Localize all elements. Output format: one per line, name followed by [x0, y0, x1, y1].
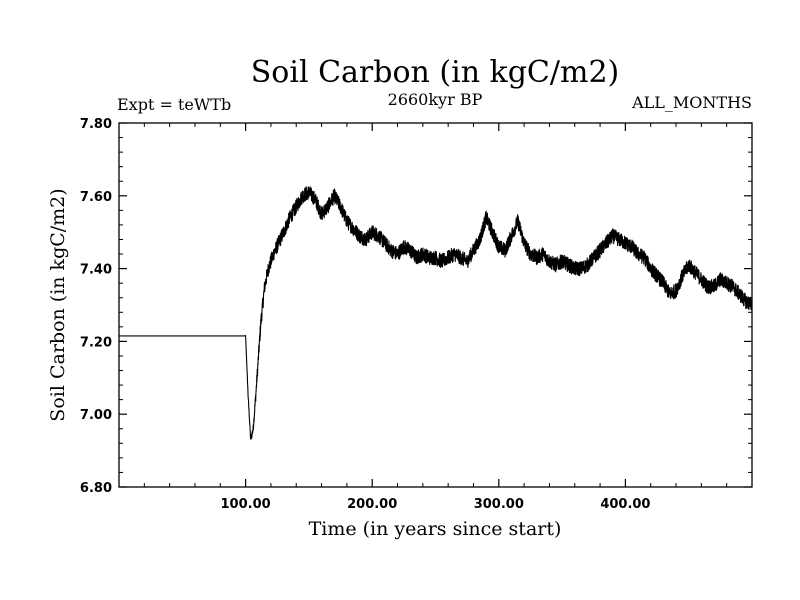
y-tick-label: 7.20: [80, 335, 112, 350]
y-tick-label: 7.40: [80, 263, 112, 278]
x-tick-label: 100.00: [221, 497, 271, 512]
y-tick-label: 7.80: [80, 117, 112, 132]
y-tick-label: 7.00: [80, 408, 112, 423]
series-line: [119, 186, 753, 440]
y-axis-label: Soil Carbon (in kgC/m2): [47, 188, 69, 421]
experiment-label: Expt = teWTb: [117, 95, 231, 114]
chart-title: Soil Carbon (in kgC/m2): [251, 55, 619, 90]
x-tick-label: 400.00: [600, 497, 650, 512]
plot-frame: [118, 122, 753, 488]
months-label: ALL_MONTHS: [631, 93, 752, 112]
ticks-layer: 100.00 200.00 300.00 400.00 6.80 7.00 7.20 7.40…: [80, 117, 752, 512]
y-tick-label: 6.80: [80, 481, 112, 496]
x-tick-label: 300.00: [474, 497, 524, 512]
series-layer: [119, 186, 753, 440]
x-tick-label: 200.00: [347, 497, 397, 512]
y-tick-label: 7.60: [80, 190, 112, 205]
period-label: 2660kyr BP: [388, 90, 483, 109]
x-axis-label: Time (in years since start): [309, 518, 562, 540]
